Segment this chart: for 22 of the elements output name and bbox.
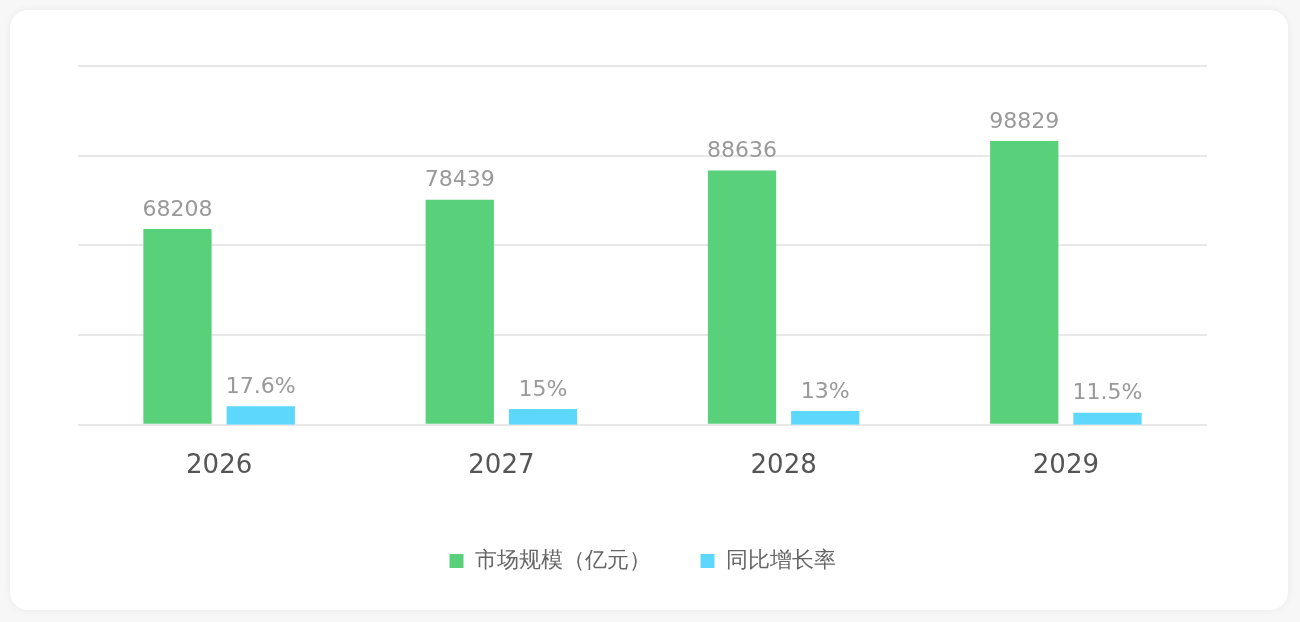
bar	[425, 199, 494, 424]
bar	[990, 141, 1059, 424]
data-label: 13%	[800, 377, 850, 403]
x-tick-label: 2026	[186, 449, 253, 480]
x-tick-label: 2028	[750, 449, 817, 480]
legend-label: 同比增长率	[725, 546, 836, 572]
x-tick-label: 2027	[468, 449, 535, 480]
bar	[226, 406, 295, 425]
data-label: 68208	[142, 195, 213, 221]
bar	[143, 229, 212, 424]
data-label: 88636	[706, 137, 777, 163]
bar	[791, 411, 860, 425]
data-label: 17.6%	[225, 372, 296, 398]
bar	[707, 170, 777, 424]
bar	[508, 408, 578, 425]
data-label: 11.5%	[1072, 379, 1143, 405]
data-label: 78439	[424, 166, 495, 192]
x-tick-label: 2029	[1032, 449, 1099, 480]
bar	[1073, 412, 1142, 425]
data-label: 98829	[989, 107, 1060, 133]
legend-label: 市场规模（亿元）	[474, 546, 651, 572]
data-label: 15%	[518, 375, 568, 401]
